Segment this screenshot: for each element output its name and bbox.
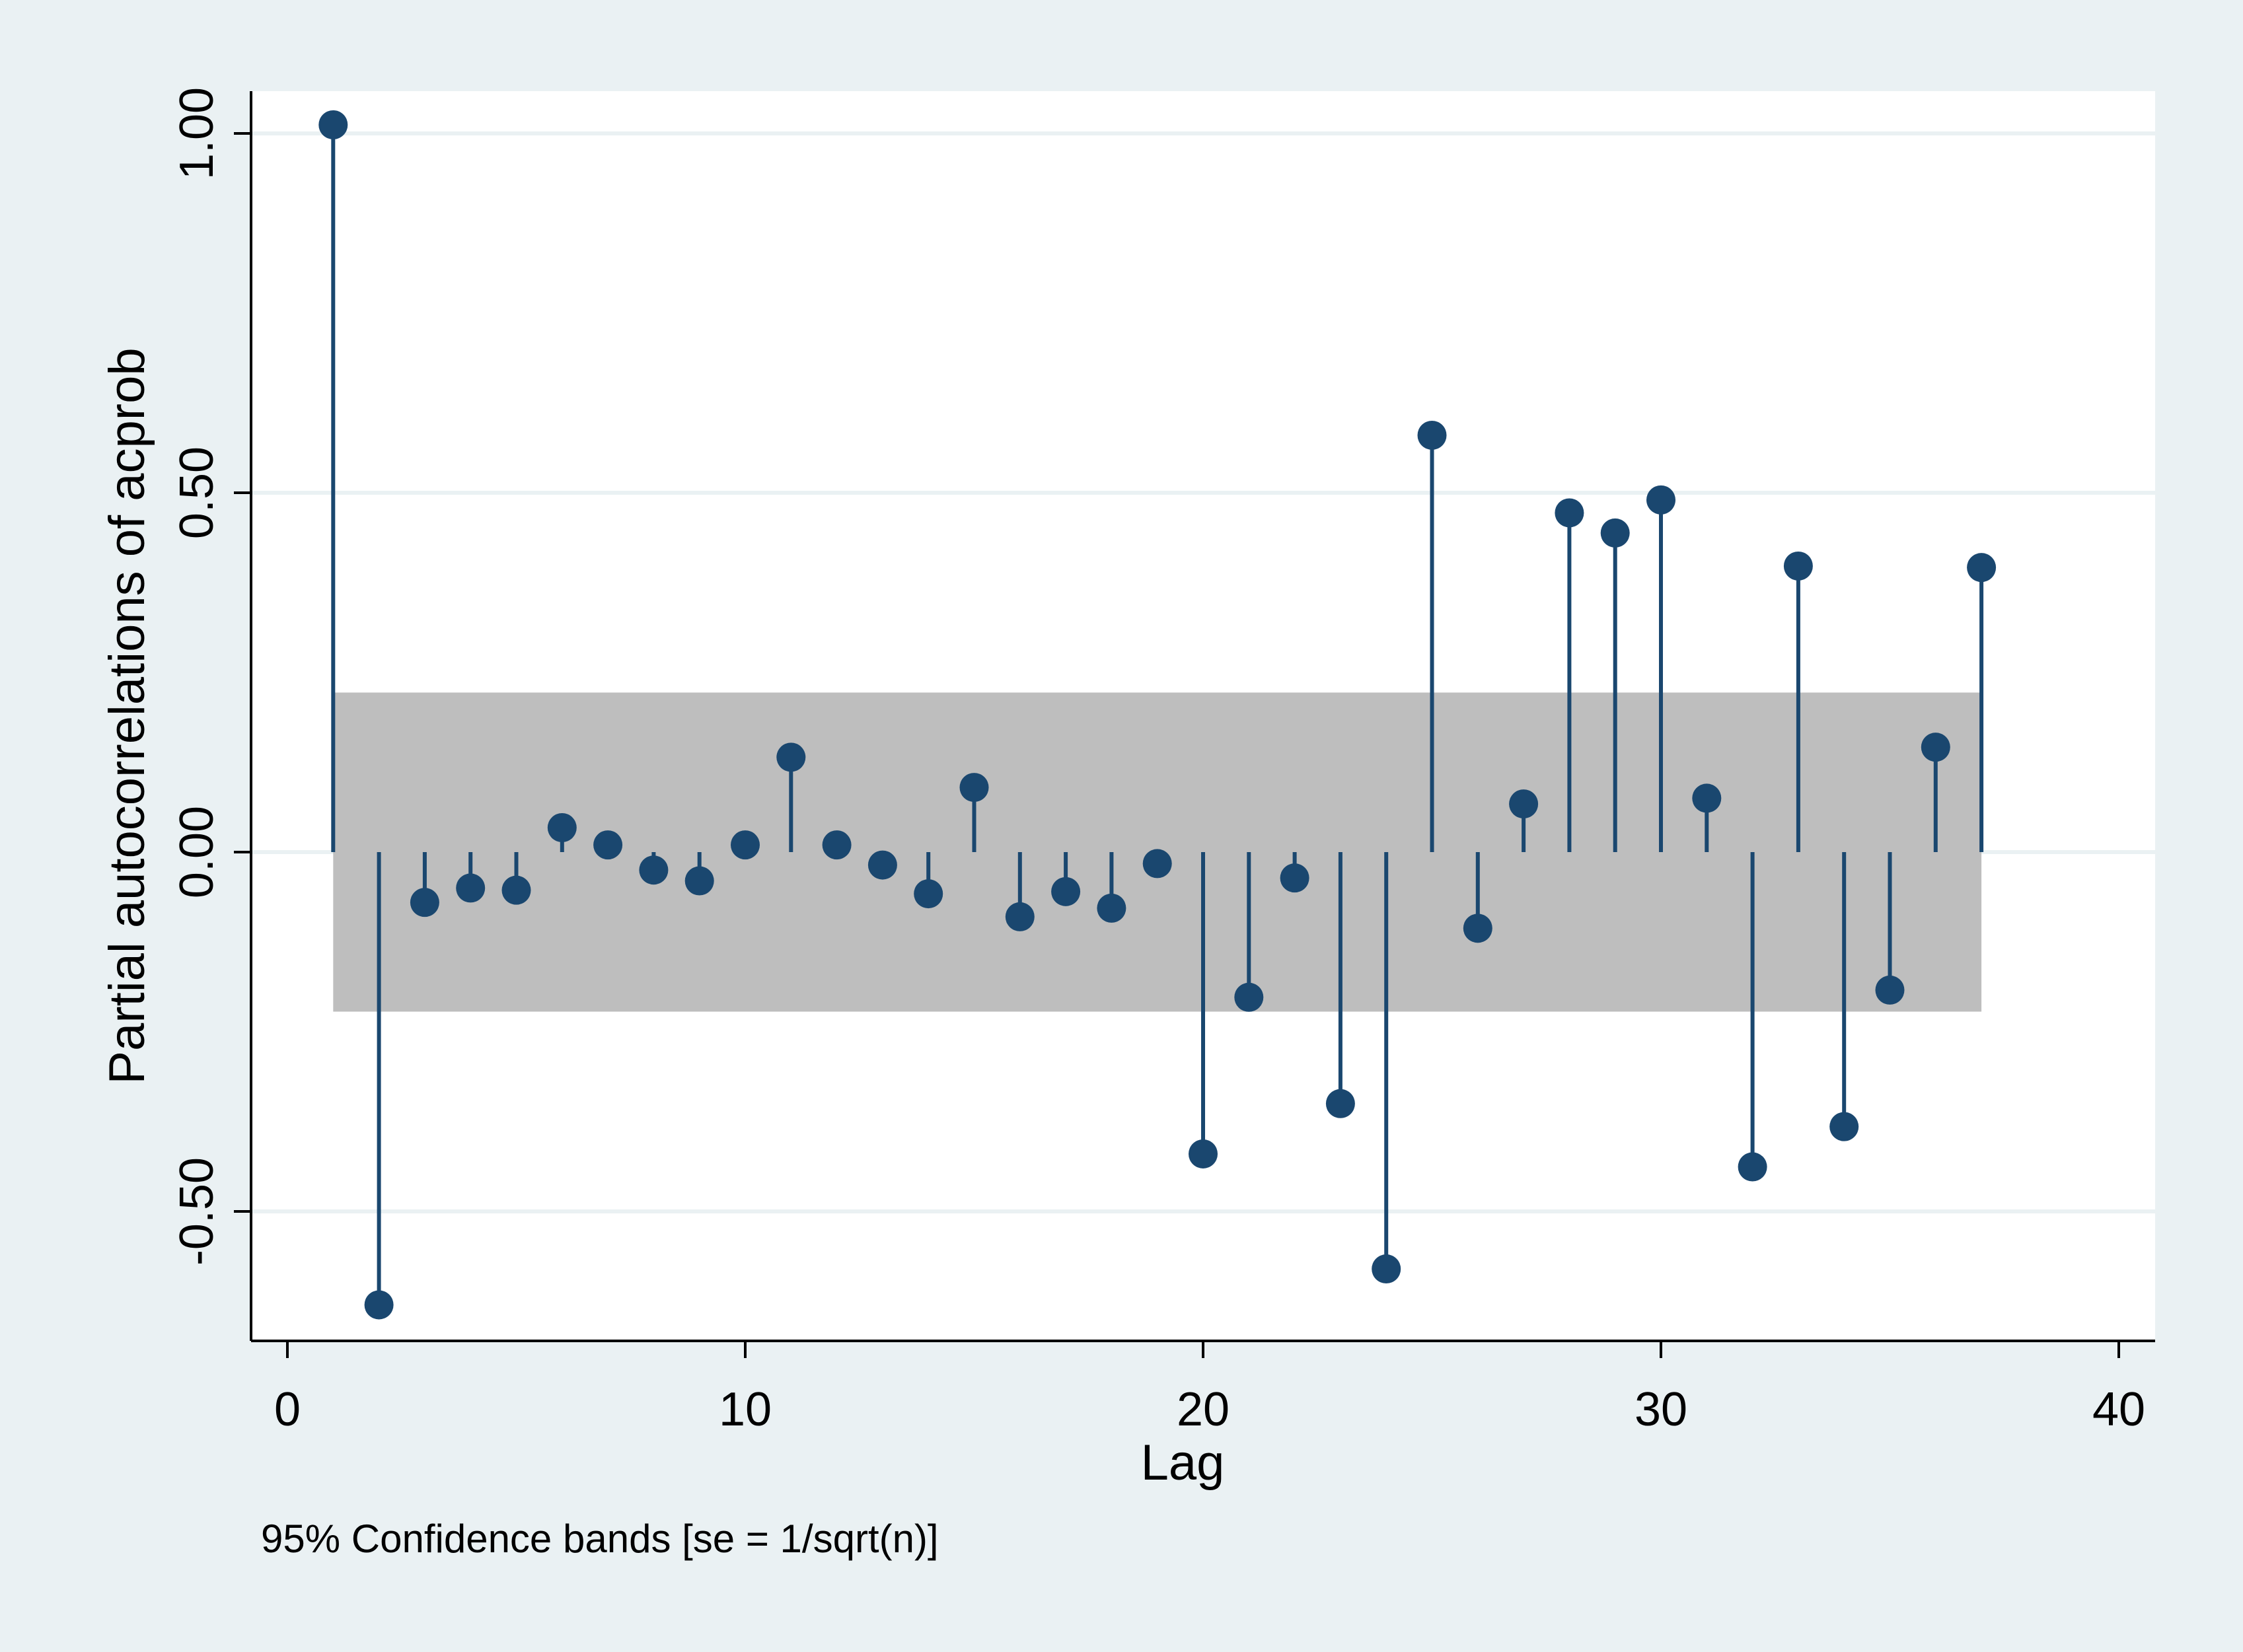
- data-point: [1829, 1112, 1859, 1141]
- data-point: [639, 855, 669, 885]
- data-point: [1875, 975, 1905, 1005]
- x-tick-label: 10: [719, 1383, 772, 1436]
- data-point: [1005, 902, 1035, 931]
- data-point: [1692, 783, 1722, 813]
- x-tick-label: 40: [2092, 1383, 2145, 1436]
- y-tick-label: 0.50: [170, 447, 223, 539]
- data-point: [1097, 893, 1126, 923]
- data-point: [1463, 914, 1492, 943]
- data-point: [1280, 863, 1309, 893]
- data-point: [1051, 877, 1081, 906]
- data-point: [959, 773, 989, 803]
- data-point: [731, 830, 760, 860]
- data-point: [1372, 1254, 1401, 1284]
- data-point: [593, 830, 623, 860]
- data-point: [684, 866, 714, 896]
- y-tick-label: -0.50: [170, 1157, 223, 1266]
- data-point: [1967, 553, 1997, 583]
- data-point: [1509, 789, 1539, 819]
- points: [318, 110, 1997, 1320]
- data-point: [1189, 1139, 1218, 1168]
- data-point: [1234, 982, 1264, 1012]
- data-point: [547, 813, 577, 843]
- data-point: [318, 110, 348, 139]
- x-tick-label: 0: [274, 1383, 301, 1436]
- x-axis-label: Lag: [1141, 1435, 1225, 1491]
- axes: [234, 91, 2155, 1358]
- data-point: [1555, 498, 1584, 528]
- tick-labels: -0.50 0.00 0.50 1.00 0 10 20 30 40: [170, 87, 2145, 1436]
- y-tick-label: 0.00: [170, 806, 223, 898]
- data-point: [501, 875, 531, 905]
- data-point: [1921, 733, 1950, 762]
- data-point: [1783, 551, 1813, 581]
- data-point: [776, 742, 806, 772]
- data-point: [364, 1290, 394, 1320]
- data-point: [1325, 1089, 1355, 1118]
- y-axis-label: Partial autocorrelations of acprob: [99, 347, 155, 1084]
- data-point: [822, 830, 852, 860]
- x-tick-label: 20: [1177, 1383, 1230, 1436]
- data-point: [1600, 518, 1630, 548]
- data-point: [410, 888, 439, 917]
- x-tick-label: 30: [1635, 1383, 1687, 1436]
- data-point: [1738, 1152, 1767, 1182]
- data-point: [456, 873, 486, 903]
- data-point: [867, 850, 897, 880]
- y-tick-label: 1.00: [170, 87, 223, 180]
- data-point: [1142, 849, 1172, 879]
- data-point: [1417, 420, 1447, 450]
- data-point: [1646, 485, 1675, 515]
- data-point: [914, 879, 943, 909]
- confidence-note: 95% Confidence bands [se = 1/sqrt(n)]: [261, 1517, 939, 1561]
